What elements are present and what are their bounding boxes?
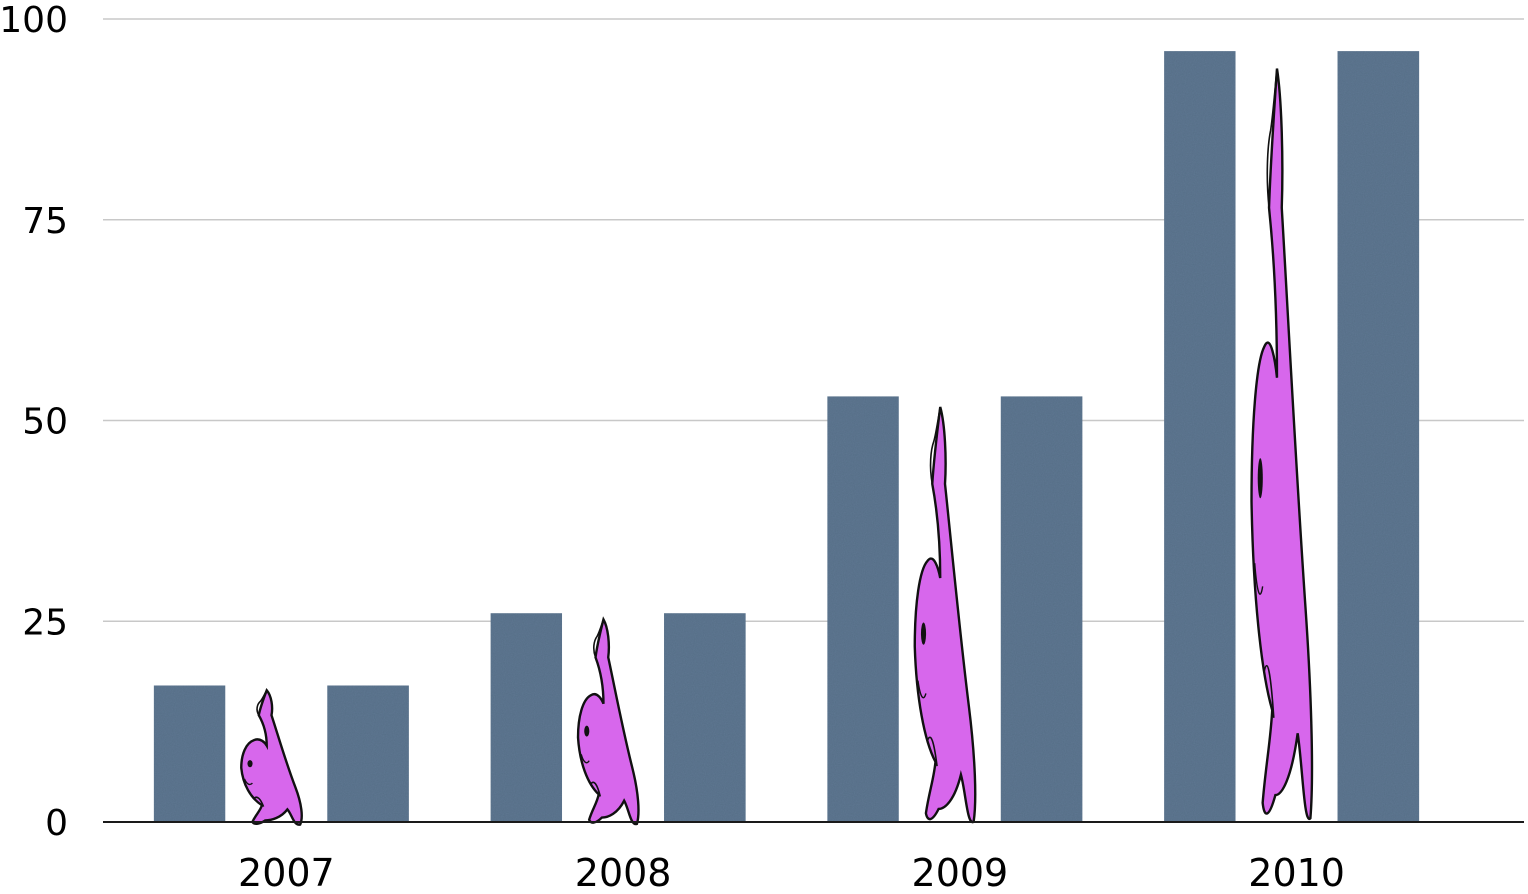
x-tick-label-2009: 2009 <box>912 851 1009 894</box>
y-tick-label-0: 0 <box>45 803 68 844</box>
seal-icon <box>578 619 638 824</box>
y-tick-label-100: 100 <box>0 0 68 41</box>
y-tick-label-25: 25 <box>22 602 68 643</box>
bar-2010 <box>1164 31 1420 831</box>
bar-2008 <box>490 593 746 830</box>
x-tick-label-2008: 2008 <box>575 851 672 894</box>
seal-icon <box>1252 69 1312 819</box>
x-tick-label-2007: 2007 <box>238 851 335 894</box>
bar-2009 <box>827 376 1083 830</box>
seal-icon <box>915 407 975 822</box>
bar-2007 <box>153 665 409 830</box>
label-layer: 0 25 50 75 100 2007 2008 2009 2010 <box>0 0 1345 894</box>
y-tick-label-50: 50 <box>22 402 68 443</box>
bar-layer <box>153 31 1420 831</box>
y-tick-label-75: 75 <box>22 201 68 242</box>
x-tick-label-2010: 2010 <box>1248 851 1345 894</box>
